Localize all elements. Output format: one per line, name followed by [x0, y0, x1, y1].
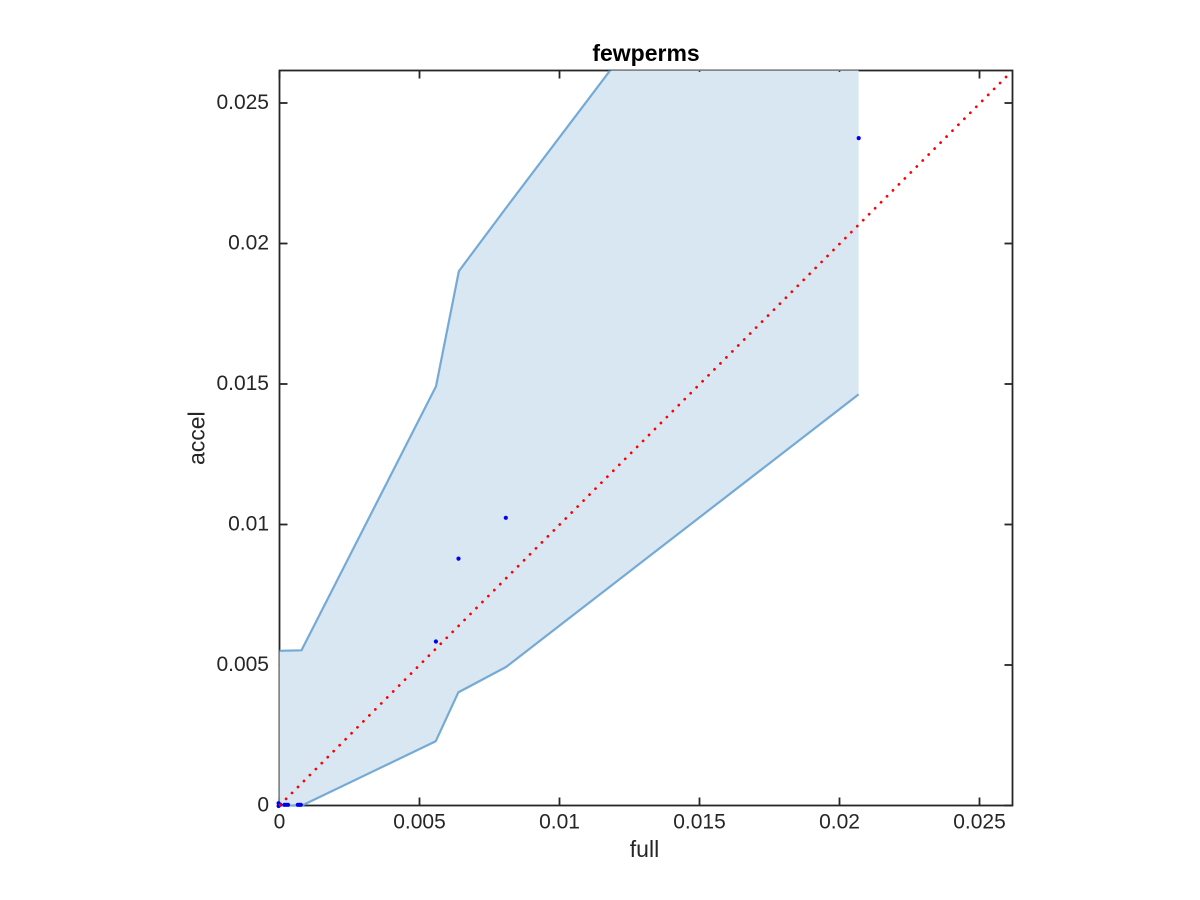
svg-text:0.01: 0.01	[228, 513, 269, 536]
svg-text:0.02: 0.02	[228, 232, 269, 255]
svg-text:0: 0	[274, 811, 286, 834]
svg-text:0.005: 0.005	[216, 653, 269, 676]
svg-text:fewperms: fewperms	[592, 40, 699, 66]
svg-text:full: full	[630, 836, 659, 862]
svg-text:0.015: 0.015	[216, 372, 269, 395]
svg-text:0.01: 0.01	[539, 811, 580, 834]
svg-text:0.005: 0.005	[393, 811, 446, 834]
svg-text:0: 0	[257, 794, 269, 817]
svg-text:0.015: 0.015	[673, 811, 726, 834]
svg-text:0.025: 0.025	[216, 91, 269, 114]
svg-text:0.025: 0.025	[953, 811, 1006, 834]
svg-text:accel: accel	[184, 411, 210, 465]
svg-text:0.02: 0.02	[819, 811, 860, 834]
